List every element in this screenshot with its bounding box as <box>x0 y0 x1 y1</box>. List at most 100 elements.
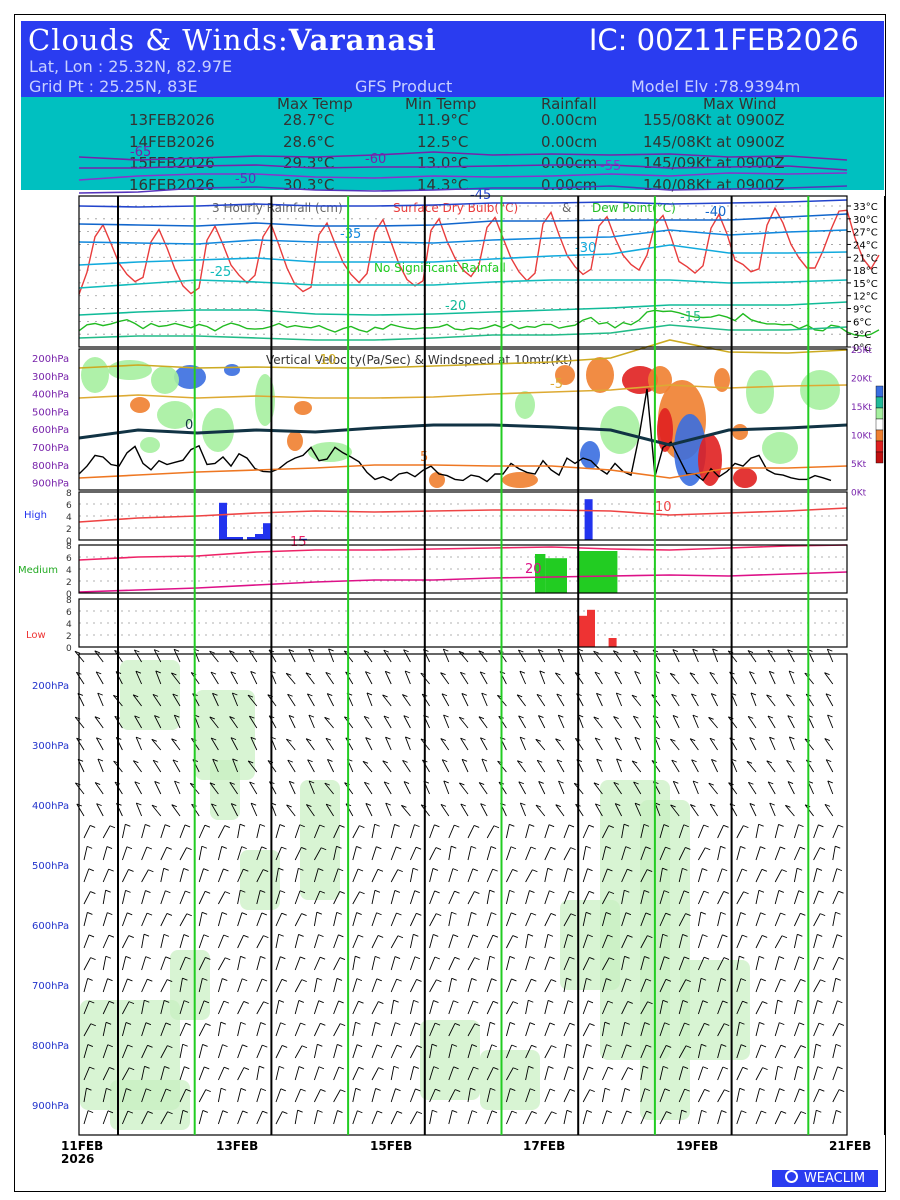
wind-barb <box>102 1067 110 1081</box>
wind-barb <box>536 694 546 707</box>
wind-barb <box>659 868 663 883</box>
wind-barb-flag <box>242 1044 248 1048</box>
dew-point-line <box>78 309 880 337</box>
pressure-label: 200hPa <box>32 681 69 692</box>
wind-barb <box>563 956 570 971</box>
wind-barb-flag <box>535 738 541 742</box>
wind-barb-flag <box>183 1000 190 1004</box>
wind-barb <box>75 672 85 685</box>
wind-barb-flag <box>365 737 371 740</box>
wind-barb <box>601 1044 607 1059</box>
wind-barb-flag <box>167 1045 173 1049</box>
wind-barb-flag <box>824 672 830 676</box>
wind-barb <box>294 913 302 927</box>
date-label: 13FEB <box>216 1139 258 1153</box>
isotherm-label: -30 <box>575 241 596 256</box>
wind-barb-flag <box>472 934 479 938</box>
wind-barb-flag <box>473 1000 479 1004</box>
wind-barb-flag <box>220 1087 227 1091</box>
wind-barb-flag <box>164 824 171 828</box>
wind-barb-flag <box>263 1001 269 1005</box>
wind-barb-flag <box>212 758 218 762</box>
wind-barb <box>155 670 162 685</box>
wind-barb <box>486 890 491 905</box>
wind-barb-flag <box>799 1088 805 1092</box>
header-max-wind: Max Wind <box>703 95 777 113</box>
wind-barb <box>141 1022 147 1037</box>
wind-barb <box>179 913 188 927</box>
cloud-bar <box>247 537 255 540</box>
wind-barb-flag <box>210 671 217 675</box>
wind-barb-flag <box>647 935 653 939</box>
wind-barb-flag <box>740 912 746 915</box>
wind-barb <box>582 912 587 927</box>
wind-barb-flag <box>356 978 363 982</box>
wind-barb <box>717 1110 722 1125</box>
wind-barb-flag <box>385 736 391 740</box>
humidity-shading <box>480 1050 540 1110</box>
wind-barb-flag <box>827 648 833 652</box>
temp-tick-label: 15°C <box>853 279 878 290</box>
wind-barb-flag <box>243 934 249 938</box>
wind-barb <box>141 956 147 971</box>
wind-barb <box>371 869 379 883</box>
product-text: GFS Product <box>355 77 453 96</box>
wind-barb-flag <box>90 957 96 961</box>
wind-barb <box>535 804 546 817</box>
header-max-temp: Max Temp <box>277 95 353 113</box>
velocity-contour <box>555 365 575 385</box>
wind-barb-flag <box>249 781 255 785</box>
wind-barb <box>448 1000 454 1015</box>
wind-barb <box>825 759 834 773</box>
wind-barb-flag <box>325 737 332 741</box>
wind-barb <box>601 825 610 839</box>
wind-barb-flag <box>511 912 517 916</box>
wind-barb-flag <box>452 1109 458 1113</box>
wind-barb <box>525 846 532 861</box>
wind-barb <box>505 1022 511 1037</box>
wind-barb-flag <box>799 846 806 850</box>
wind-barb <box>237 1067 245 1081</box>
wind-barb-flag <box>134 781 140 785</box>
wind-barb-flag <box>593 782 600 786</box>
wind-barb <box>217 934 225 949</box>
wind-barb <box>692 780 699 795</box>
wind-barb <box>596 693 603 707</box>
wind-barb <box>154 715 162 729</box>
wind-barb <box>448 846 452 861</box>
wind-barb-flag <box>760 912 766 916</box>
wind-barb-flag <box>758 889 765 893</box>
wind-barb <box>409 868 414 883</box>
temp-tick-label: 24°C <box>853 240 878 251</box>
wind-barb <box>210 737 219 751</box>
colorbar-cell <box>875 385 884 398</box>
wind-barb <box>717 846 721 861</box>
wind-barb <box>313 957 321 971</box>
pressure-label: 600hPa <box>32 921 69 932</box>
wind-barb <box>467 1110 473 1125</box>
wind-barb <box>95 671 104 685</box>
wind-barb <box>294 1022 301 1037</box>
wind-barb-flag <box>261 912 267 916</box>
wind-barb <box>544 847 552 861</box>
wind-barb <box>563 913 572 927</box>
wind-barb-flag <box>633 715 639 719</box>
wind-barb-flag <box>440 672 446 676</box>
wind-barb-flag <box>128 868 134 872</box>
latlon-text: Lat, Lon : 25.32N, 82.97E <box>29 57 233 76</box>
wind-barb <box>602 957 610 971</box>
wind-barb <box>659 1088 666 1103</box>
wind-barb <box>198 868 204 883</box>
wind-barb <box>275 890 281 905</box>
wind-barb <box>390 912 397 927</box>
wind-barb <box>153 649 162 663</box>
wind-barb <box>613 650 622 663</box>
wind-barb <box>640 978 647 993</box>
wind-barb-flag <box>788 670 795 674</box>
wind-barb-flag <box>144 1065 150 1069</box>
colorbar-cell <box>875 440 884 453</box>
wind-barb <box>134 649 142 663</box>
wind-barb-flag <box>684 1022 690 1026</box>
wind-barb <box>448 1089 456 1103</box>
wind-barb <box>160 847 168 861</box>
